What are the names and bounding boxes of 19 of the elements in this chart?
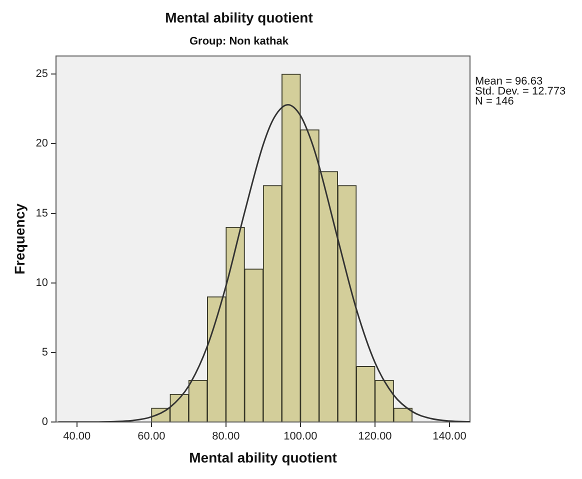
x-tick-label: 120.00 (358, 430, 392, 443)
x-tick-label: 40.00 (63, 430, 91, 443)
y-tick-label: 5 (42, 346, 48, 358)
chart-subtitle: Group: Non kathak (189, 35, 290, 48)
text: Std. Dev. = 12.773 (475, 86, 566, 98)
y-tick-label: 0 (42, 416, 48, 428)
y-tick-label: 25 (36, 68, 48, 80)
chart-title: Mental ability quotient (165, 9, 314, 26)
y-tick-label: 20 (36, 138, 48, 150)
x-tick-label: 80.00 (212, 430, 240, 443)
x-axis-title: Mental ability quotient (189, 449, 338, 466)
y-tick-label: 10 (36, 276, 48, 289)
text: N = 146 (475, 96, 514, 108)
text: Mean = 96.63 (475, 76, 543, 88)
x-tick-label: 60.00 (138, 430, 166, 443)
x-tick-label: 100.00 (284, 430, 318, 443)
y-tick-label: 15 (36, 207, 48, 220)
y-axis-title: Frequency (11, 203, 28, 274)
x-tick-label: 140.00 (432, 430, 466, 443)
